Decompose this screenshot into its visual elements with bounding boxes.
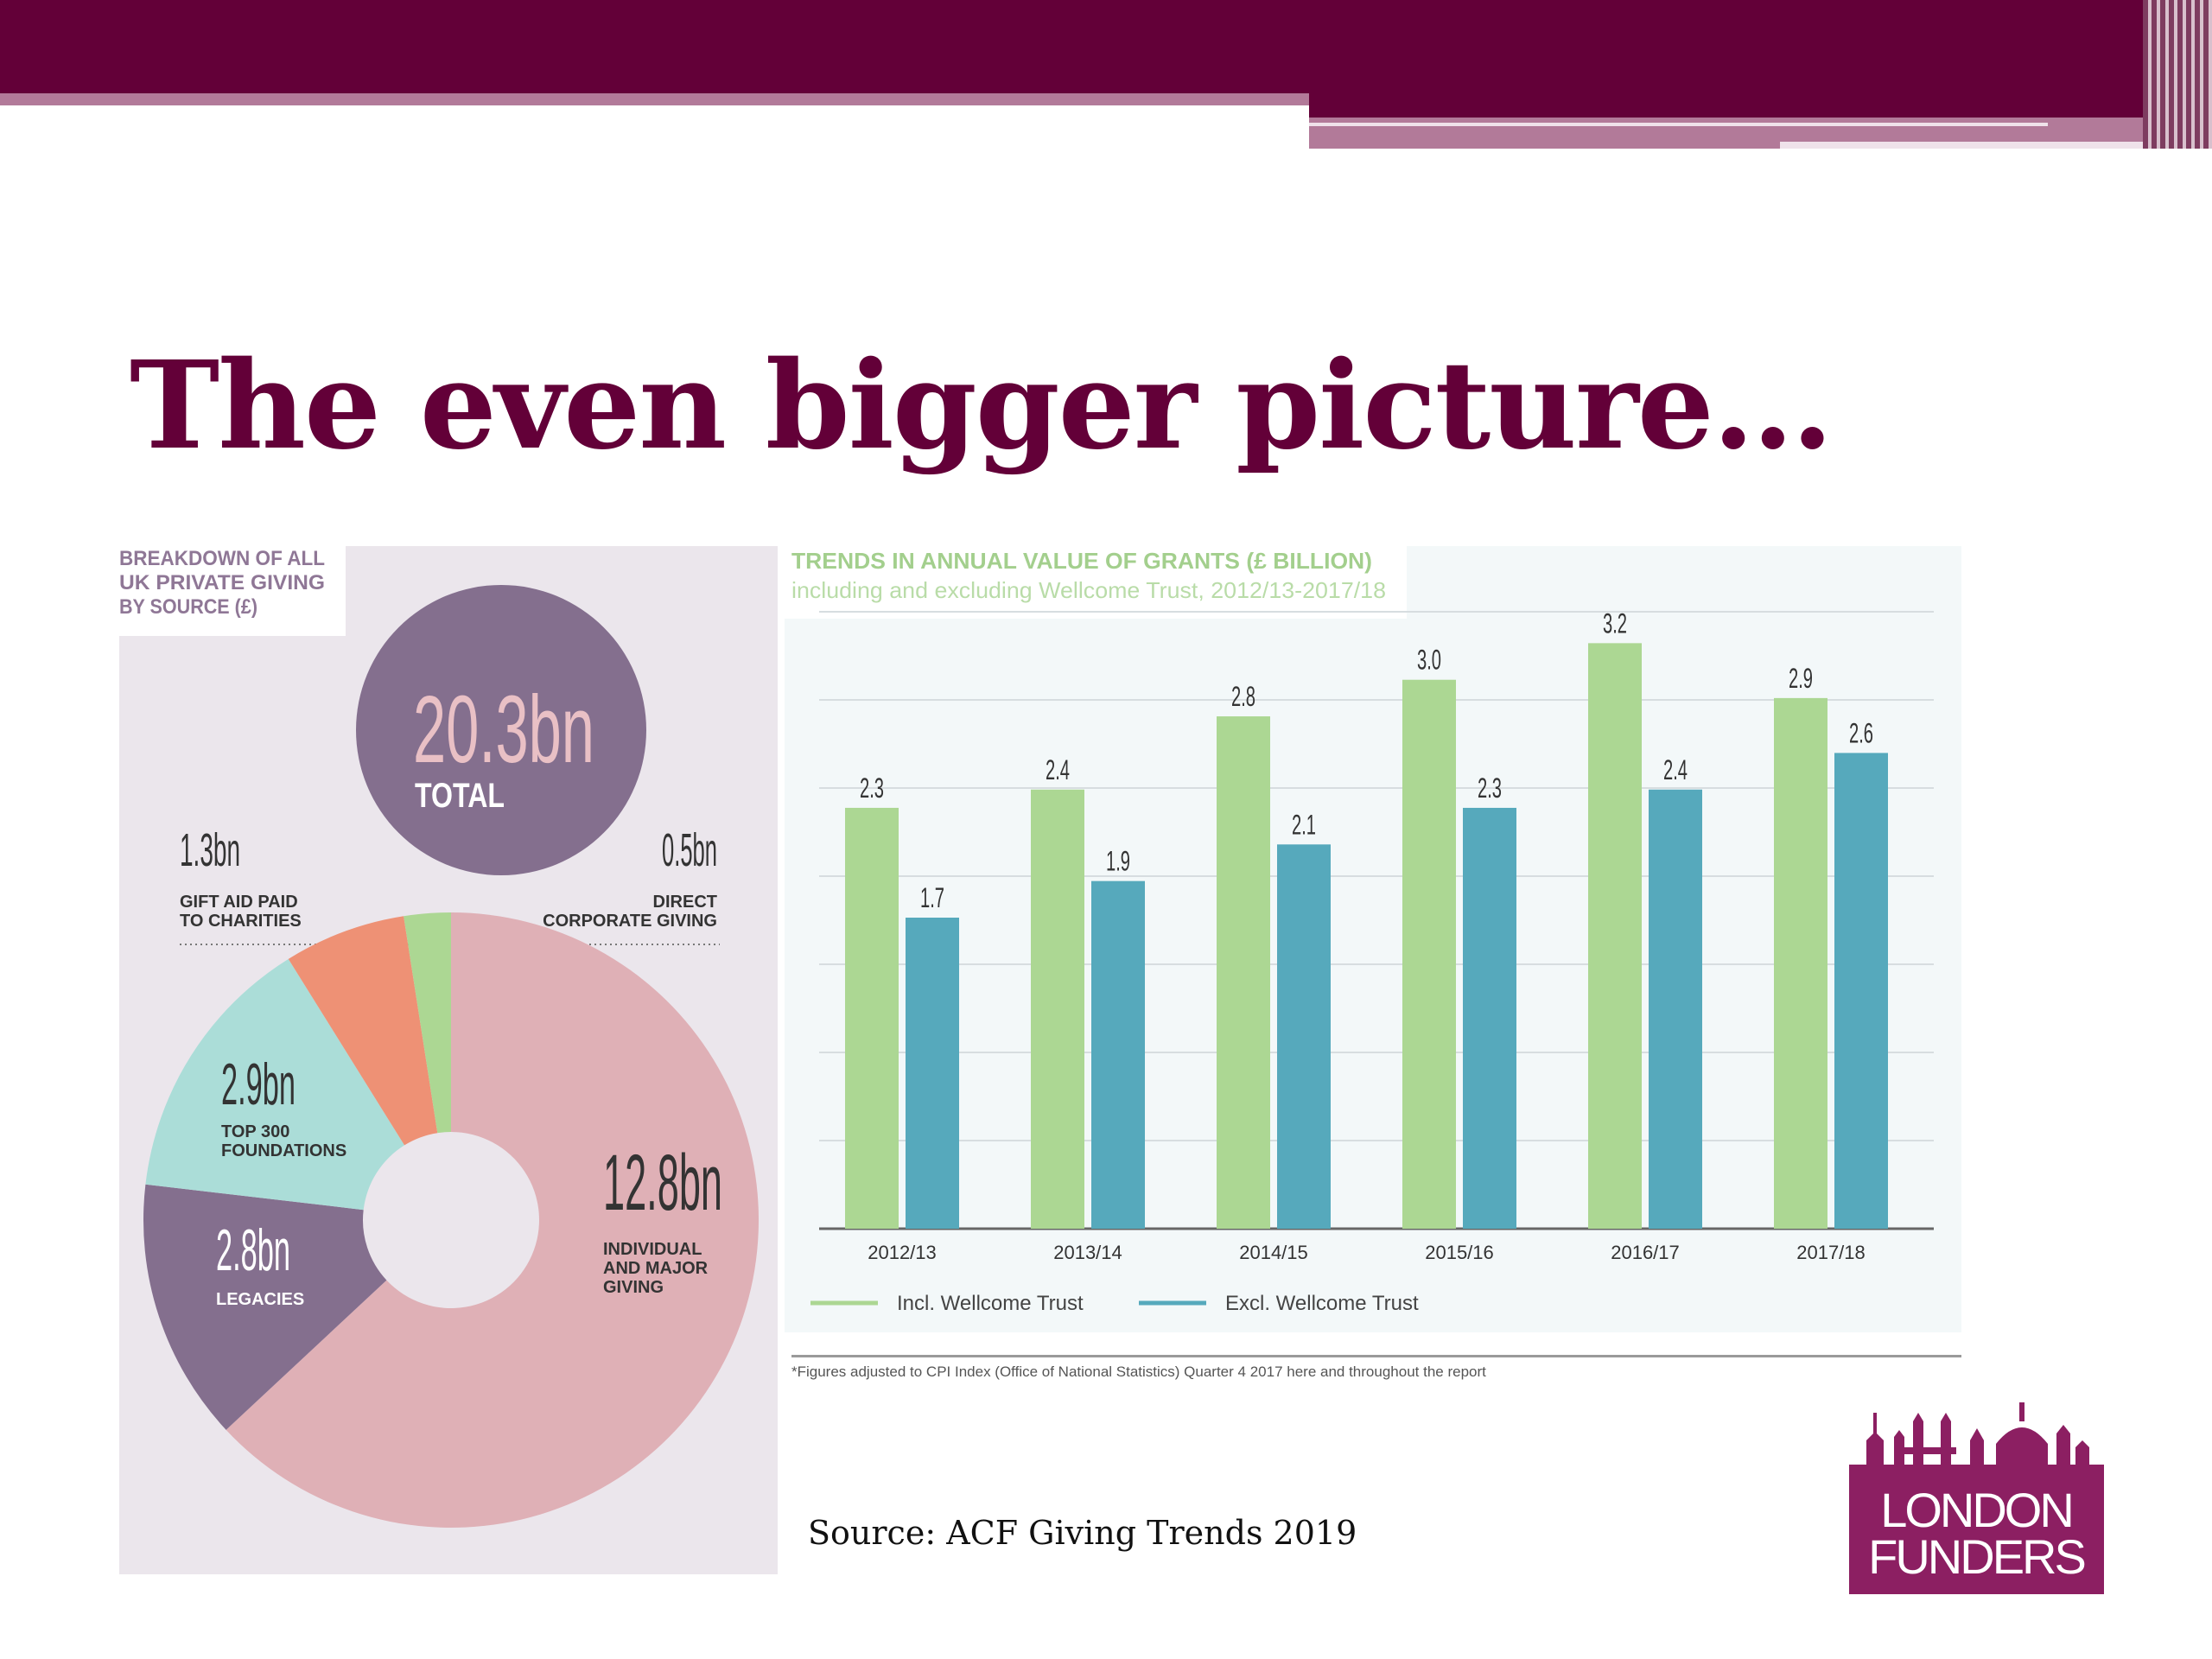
bar-value-label: 3.2 bbox=[1603, 607, 1627, 639]
slice-value-label: 12.8bn bbox=[603, 1139, 722, 1227]
grants-trend-panel: TRENDS IN ANNUAL VALUE OF GRANTS (£ BILL… bbox=[785, 546, 1961, 1332]
donut-slice bbox=[288, 916, 438, 1146]
x-tick-label: 2012/13 bbox=[868, 1242, 937, 1263]
london-funders-logo: LONDON FUNDERS bbox=[1849, 1402, 2104, 1594]
chart-title: TRENDS IN ANNUAL VALUE OF GRANTS (£ BILL… bbox=[791, 548, 1372, 574]
bar-value-label: 2.3 bbox=[860, 772, 884, 804]
slice-name-label: FOUNDATIONS bbox=[221, 1141, 346, 1160]
header-band bbox=[0, 0, 2195, 93]
bar-value-label: 2.8 bbox=[1231, 681, 1255, 712]
slice-value-label: 2.9bn bbox=[221, 1052, 296, 1117]
slice-name-label: LEGACIES bbox=[216, 1290, 304, 1309]
bar bbox=[906, 918, 959, 1229]
bar-value-label: 2.1 bbox=[1292, 809, 1316, 840]
donut-slice bbox=[226, 912, 759, 1528]
bar bbox=[1402, 679, 1456, 1229]
chart-subtitle: including and excluding Wellcome Trust, … bbox=[791, 577, 1386, 603]
slice-name-label: INDIVIDUAL bbox=[603, 1240, 702, 1259]
slice-name-label: GIVING bbox=[603, 1278, 664, 1297]
slice-value-label: 1.3bn bbox=[180, 824, 240, 876]
total-circle bbox=[356, 585, 646, 875]
bar bbox=[845, 807, 899, 1229]
slice-name-label: TOP 300 bbox=[221, 1122, 289, 1141]
donut-title-line: UK PRIVATE GIVING bbox=[119, 571, 325, 594]
x-tick-label: 2013/14 bbox=[1053, 1242, 1122, 1263]
x-tick-label: 2014/15 bbox=[1239, 1242, 1308, 1263]
chart-footnote: *Figures adjusted to CPI Index (Office o… bbox=[791, 1363, 1486, 1380]
bar bbox=[1834, 753, 1888, 1229]
bar-value-label: 2.6 bbox=[1849, 717, 1873, 748]
donut-title-line: BREAKDOWN OF ALL bbox=[119, 547, 325, 570]
source-citation: Source: ACF Giving Trends 2019 bbox=[808, 1514, 1357, 1552]
donut-title-line: BY SOURCE (£) bbox=[119, 595, 257, 619]
bar bbox=[1463, 807, 1516, 1229]
bar-value-label: 3.0 bbox=[1417, 645, 1441, 676]
x-tick-label: 2016/17 bbox=[1611, 1242, 1680, 1263]
bar bbox=[1649, 789, 1702, 1229]
footnote-divider bbox=[791, 1355, 1961, 1357]
bar-value-label: 1.7 bbox=[920, 882, 944, 913]
x-tick-label: 2015/16 bbox=[1425, 1242, 1494, 1263]
slice-name-label: GIFT AID PAID bbox=[180, 893, 298, 912]
header-band-line bbox=[1780, 142, 2195, 149]
bar-value-label: 2.4 bbox=[1046, 754, 1070, 785]
bar-value-label: 1.9 bbox=[1106, 846, 1130, 877]
bar bbox=[1277, 844, 1331, 1229]
donut-slice bbox=[404, 912, 451, 1134]
x-tick-label: 2017/18 bbox=[1796, 1242, 1866, 1263]
slice-name-label: TO CHARITIES bbox=[180, 912, 302, 931]
legend-label: Incl. Wellcome Trust bbox=[897, 1292, 1084, 1315]
slice-name-label: DIRECT bbox=[653, 893, 717, 912]
chart-title-box bbox=[785, 546, 1407, 619]
slice-value-label: 0.5bn bbox=[662, 824, 717, 876]
header-band-stripes bbox=[2143, 0, 2212, 149]
total-value-label: 20.3bn bbox=[413, 677, 594, 783]
bar bbox=[1588, 643, 1642, 1229]
slice-value-label: 2.8bn bbox=[216, 1217, 290, 1283]
bar bbox=[1091, 880, 1145, 1229]
slice-name-label: AND MAJOR bbox=[603, 1259, 709, 1278]
slide-title: The even bigger picture… bbox=[130, 335, 1834, 477]
donut-slice bbox=[145, 958, 405, 1211]
bar bbox=[1774, 697, 1827, 1229]
bar-value-label: 2.9 bbox=[1789, 663, 1813, 694]
grants-bar-chart: TRENDS IN ANNUAL VALUE OF GRANTS (£ BILL… bbox=[785, 546, 1934, 1315]
slice-name-label: CORPORATE GIVING bbox=[543, 912, 717, 931]
logo-text-line1: LONDON bbox=[1880, 1483, 2072, 1537]
total-label: TOTAL bbox=[415, 777, 505, 815]
donut-title-box bbox=[119, 546, 346, 636]
donut-slice bbox=[143, 1184, 387, 1430]
bar-value-label: 2.4 bbox=[1663, 754, 1688, 785]
legend-label: Excl. Wellcome Trust bbox=[1225, 1292, 1419, 1315]
header-band-step bbox=[1309, 93, 2195, 118]
bar bbox=[1217, 716, 1270, 1229]
bar bbox=[1031, 789, 1084, 1229]
logo-text-line2: FUNDERS bbox=[1868, 1529, 2084, 1584]
bar-value-label: 2.3 bbox=[1478, 772, 1502, 804]
header-band-accent bbox=[0, 93, 1309, 105]
giving-breakdown-panel: BREAKDOWN OF ALL UK PRIVATE GIVING BY SOUR… bbox=[119, 546, 778, 1574]
header-band-line bbox=[1309, 123, 2048, 126]
skyline-icon bbox=[1849, 1402, 2104, 1594]
